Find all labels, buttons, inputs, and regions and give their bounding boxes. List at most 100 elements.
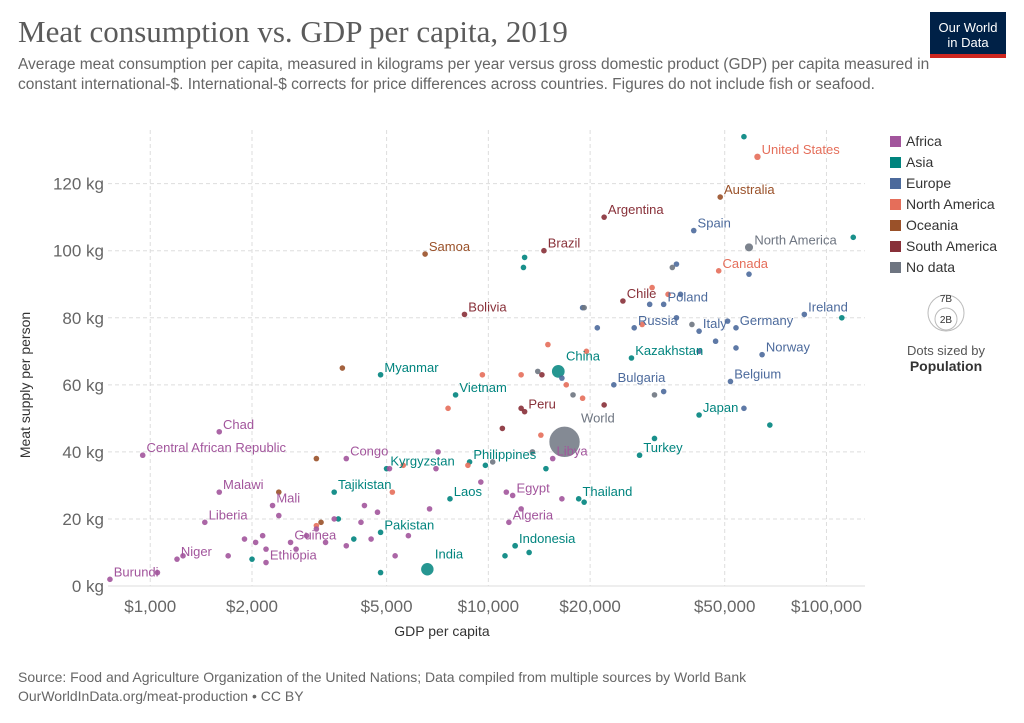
data-point[interactable]: [154, 569, 161, 576]
data-point[interactable]: [724, 318, 731, 324]
data-point[interactable]: [741, 133, 747, 140]
data-point[interactable]: [521, 408, 528, 415]
data-point[interactable]: [733, 345, 739, 351]
data-point[interactable]: [526, 549, 532, 556]
data-point[interactable]: [712, 338, 719, 345]
data-point[interactable]: [331, 516, 338, 522]
data-point[interactable]: [549, 455, 556, 462]
data-point[interactable]: [518, 405, 524, 412]
data-point[interactable]: [733, 325, 739, 331]
data-point[interactable]: [673, 314, 680, 321]
data-point[interactable]: [489, 459, 496, 465]
data-point[interactable]: [660, 388, 667, 395]
data-point[interactable]: [520, 264, 527, 271]
data-point[interactable]: [677, 291, 684, 298]
data-point[interactable]: [850, 234, 857, 241]
data-point[interactable]: [759, 351, 765, 358]
data-point[interactable]: [601, 402, 607, 408]
data-point[interactable]: [180, 553, 186, 559]
data-point[interactable]: [754, 153, 761, 161]
data-point[interactable]: [249, 556, 255, 562]
data-point[interactable]: [767, 422, 773, 428]
data-point[interactable]: [665, 291, 671, 298]
data-point[interactable]: [660, 301, 667, 308]
data-point[interactable]: [377, 569, 384, 576]
data-point[interactable]: [541, 247, 547, 254]
data-point[interactable]: [518, 371, 524, 378]
data-point[interactable]: [225, 553, 231, 559]
data-point[interactable]: [801, 311, 808, 318]
data-point[interactable]: [139, 452, 146, 459]
data-point[interactable]: [374, 509, 381, 516]
data-point[interactable]: [386, 465, 393, 472]
data-point[interactable]: [263, 559, 269, 566]
data-point[interactable]: [216, 489, 223, 495]
data-point[interactable]: [538, 432, 544, 438]
data-point[interactable]: [631, 325, 638, 331]
data-point[interactable]: [696, 328, 702, 334]
legend-item[interactable]: No data: [906, 259, 955, 275]
data-point[interactable]: [461, 311, 468, 318]
data-point[interactable]: [512, 542, 519, 549]
source-url[interactable]: OurWorldInData.org/meat-production • CC …: [18, 688, 304, 704]
data-point[interactable]: [506, 519, 512, 526]
data-point[interactable]: [269, 502, 276, 509]
data-point[interactable]: [570, 392, 576, 398]
data-point[interactable]: [241, 536, 248, 542]
data-point[interactable]: [715, 268, 722, 274]
data-point[interactable]: [361, 502, 368, 509]
data-point[interactable]: [581, 304, 587, 311]
data-point[interactable]: [548, 426, 581, 458]
data-point[interactable]: [502, 553, 508, 559]
data-point[interactable]: [479, 371, 486, 378]
data-point[interactable]: [838, 314, 845, 321]
data-point[interactable]: [368, 536, 374, 542]
data-point[interactable]: [575, 496, 582, 502]
data-point[interactable]: [400, 462, 407, 469]
data-point[interactable]: [601, 214, 607, 220]
owid-logo[interactable]: Our World in Data: [930, 12, 1006, 58]
data-point[interactable]: [611, 382, 617, 388]
data-point[interactable]: [303, 532, 310, 539]
data-point[interactable]: [579, 395, 586, 402]
data-point[interactable]: [636, 452, 643, 459]
data-point[interactable]: [392, 553, 398, 559]
data-point[interactable]: [313, 526, 320, 532]
legend-item[interactable]: South America: [906, 238, 997, 254]
data-point[interactable]: [649, 284, 655, 291]
data-point[interactable]: [482, 462, 489, 469]
data-point[interactable]: [433, 465, 439, 472]
data-point[interactable]: [465, 462, 471, 469]
data-point[interactable]: [259, 532, 266, 539]
data-point[interactable]: [318, 519, 324, 526]
data-point[interactable]: [389, 489, 396, 495]
data-point[interactable]: [447, 496, 453, 502]
data-point[interactable]: [543, 465, 549, 472]
data-point[interactable]: [559, 496, 565, 502]
data-point[interactable]: [405, 532, 412, 539]
data-point[interactable]: [746, 271, 752, 277]
legend-item[interactable]: Asia: [906, 154, 933, 170]
data-point[interactable]: [620, 298, 626, 304]
data-point[interactable]: [107, 576, 113, 583]
data-point[interactable]: [331, 489, 338, 495]
data-point[interactable]: [287, 539, 294, 546]
data-point[interactable]: [651, 435, 658, 442]
data-point[interactable]: [581, 499, 587, 505]
data-point[interactable]: [343, 455, 350, 462]
data-point[interactable]: [545, 341, 551, 348]
data-point[interactable]: [639, 321, 645, 328]
data-point[interactable]: [377, 371, 384, 378]
data-point[interactable]: [741, 405, 747, 412]
data-point[interactable]: [583, 348, 590, 355]
data-point[interactable]: [696, 348, 702, 355]
data-point[interactable]: [559, 375, 565, 381]
data-point[interactable]: [717, 194, 724, 200]
data-point[interactable]: [651, 392, 658, 398]
data-point[interactable]: [628, 355, 635, 361]
legend-item[interactable]: Oceania: [906, 217, 958, 233]
legend-item[interactable]: Africa: [906, 133, 942, 149]
data-point[interactable]: [252, 539, 259, 546]
data-point[interactable]: [673, 261, 680, 267]
data-point[interactable]: [744, 242, 754, 252]
